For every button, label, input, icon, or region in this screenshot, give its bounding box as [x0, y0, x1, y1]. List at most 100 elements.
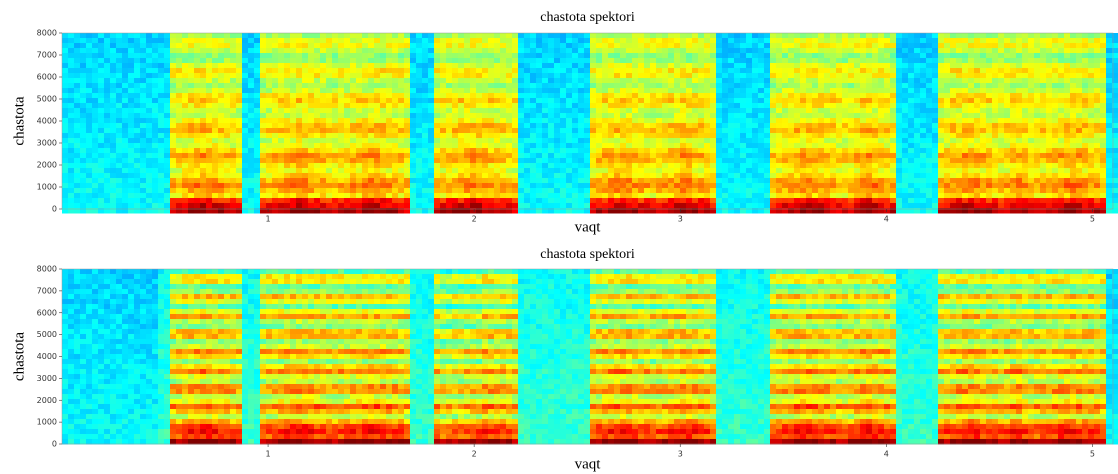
heatmap-cell — [788, 53, 795, 59]
heatmap-cell — [356, 63, 363, 69]
heatmap-cell — [710, 203, 717, 209]
heatmap-cell — [716, 118, 723, 124]
heatmap-cell — [698, 128, 705, 134]
heatmap-cell — [530, 188, 537, 194]
heatmap-cell — [464, 73, 471, 79]
heatmap-cell — [758, 148, 765, 154]
heatmap-cell — [356, 38, 363, 44]
heatmap-cell — [68, 38, 75, 44]
heatmap-cell — [380, 113, 387, 119]
heatmap-cell — [248, 88, 255, 94]
heatmap-cell — [608, 58, 615, 64]
heatmap-cell — [134, 198, 141, 204]
heatmap-cell — [344, 128, 351, 134]
heatmap-cell — [536, 173, 543, 179]
heatmap-cell — [596, 193, 603, 199]
heatmap-cell — [218, 138, 225, 144]
heatmap-cell — [62, 118, 69, 124]
heatmap-cell — [740, 118, 747, 124]
heatmap-cell — [374, 173, 381, 179]
heatmap-cell — [272, 43, 279, 49]
heatmap-cell — [218, 153, 225, 159]
heatmap-cell — [62, 98, 69, 104]
heatmap-cell — [746, 113, 753, 119]
heatmap-cell — [800, 143, 807, 149]
heatmap-cell — [542, 118, 549, 124]
heatmap-cell — [812, 173, 819, 179]
heatmap-cell — [626, 193, 633, 199]
heatmap-cell — [824, 48, 831, 54]
heatmap-cell — [764, 98, 771, 104]
heatmap-cell — [632, 73, 639, 79]
heatmap-cell — [872, 43, 879, 49]
heatmap-cell — [74, 83, 81, 89]
heatmap-cell — [890, 113, 897, 119]
heatmap-cell — [158, 108, 165, 114]
heatmap-cell — [464, 108, 471, 114]
heatmap-cell — [410, 138, 417, 144]
heatmap-cell — [452, 128, 459, 134]
heatmap-cell — [812, 168, 819, 174]
heatmap-cell — [410, 143, 417, 149]
heatmap-cell — [272, 173, 279, 179]
heatmap-cell — [152, 133, 159, 139]
heatmap-cell — [338, 98, 345, 104]
heatmap-cell — [632, 53, 639, 59]
heatmap-cell — [620, 68, 627, 74]
heatmap-cell — [842, 78, 849, 84]
heatmap-cell — [764, 93, 771, 99]
heatmap-cell — [758, 58, 765, 64]
heatmap-cell — [686, 153, 693, 159]
heatmap-cell — [632, 173, 639, 179]
heatmap-cell — [728, 108, 735, 114]
heatmap-cell — [572, 203, 579, 209]
heatmap-cell — [686, 38, 693, 44]
heatmap-cell — [428, 63, 435, 69]
heatmap-cell — [566, 93, 573, 99]
heatmap-cell — [512, 93, 519, 99]
heatmap-cell — [392, 103, 399, 109]
heatmap-cell — [86, 108, 93, 114]
heatmap-cell — [644, 183, 651, 189]
heatmap-cell — [548, 188, 555, 194]
heatmap-cell — [602, 88, 609, 94]
heatmap-cell — [476, 183, 483, 189]
heatmap-cell — [860, 138, 867, 144]
heatmap-cell — [404, 88, 411, 94]
heatmap-cell — [398, 83, 405, 89]
heatmap-cell — [326, 93, 333, 99]
heatmap-cell — [842, 38, 849, 44]
heatmap-cell — [350, 168, 357, 174]
heatmap-cell — [314, 88, 321, 94]
heatmap-cell — [506, 148, 513, 154]
heatmap-cell — [416, 138, 423, 144]
heatmap-cell — [350, 133, 357, 139]
heatmap-cell — [170, 123, 177, 129]
heatmap-cell — [710, 43, 717, 49]
heatmap-cell — [362, 183, 369, 189]
heatmap-cell — [374, 118, 381, 124]
heatmap-cell — [164, 103, 171, 109]
heatmap-cell — [494, 78, 501, 84]
heatmap-cell — [596, 68, 603, 74]
heatmap-cell — [848, 83, 855, 89]
heatmap-cell — [62, 43, 69, 49]
heatmap-cell — [410, 103, 417, 109]
heatmap-cell — [206, 198, 213, 204]
heatmap-cell — [248, 73, 255, 79]
heatmap-cell — [248, 113, 255, 119]
heatmap-cell — [746, 98, 753, 104]
heatmap-cell — [872, 168, 879, 174]
heatmap-cell — [542, 38, 549, 44]
heatmap-cell — [680, 98, 687, 104]
heatmap-cell — [542, 123, 549, 129]
heatmap-cell — [776, 108, 783, 114]
heatmap-cell — [692, 68, 699, 74]
heatmap-cell — [194, 33, 201, 39]
heatmap-cell — [80, 198, 87, 204]
heatmap-cell — [518, 193, 525, 199]
heatmap-cell — [518, 203, 525, 209]
heatmap-cell — [242, 78, 249, 84]
heatmap-cell — [494, 73, 501, 79]
heatmap-cell — [362, 88, 369, 94]
